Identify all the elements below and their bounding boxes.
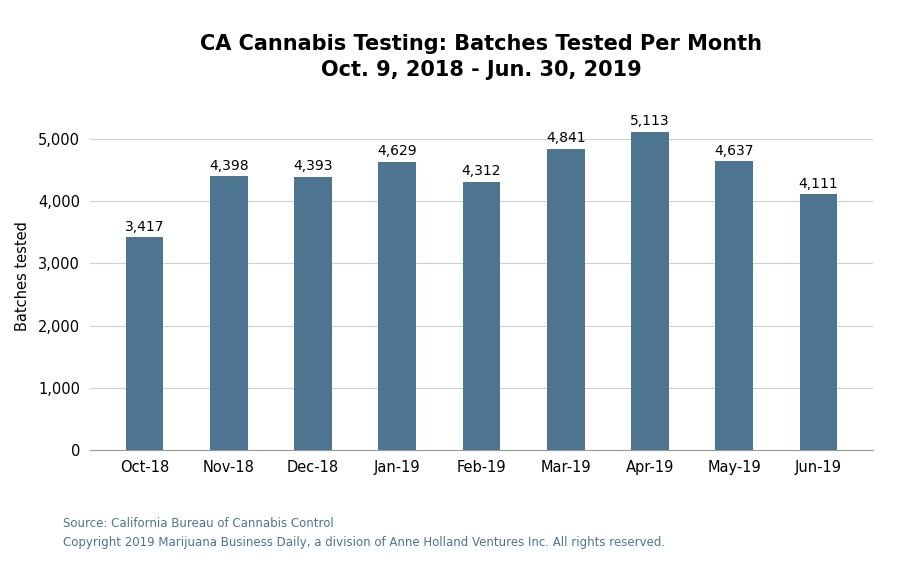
- Bar: [799, 194, 837, 450]
- Bar: [463, 182, 500, 450]
- Y-axis label: Batches tested: Batches tested: [14, 221, 30, 331]
- Bar: [716, 162, 753, 450]
- Text: 4,393: 4,393: [293, 159, 333, 173]
- Text: 4,312: 4,312: [462, 164, 501, 178]
- Text: 3,417: 3,417: [125, 220, 165, 234]
- Text: 4,111: 4,111: [798, 177, 838, 191]
- Bar: [631, 132, 669, 450]
- Title: CA Cannabis Testing: Batches Tested Per Month
Oct. 9, 2018 - Jun. 30, 2019: CA Cannabis Testing: Batches Tested Per …: [201, 34, 762, 81]
- Text: 4,841: 4,841: [546, 131, 586, 145]
- Bar: [547, 149, 585, 450]
- Bar: [210, 176, 248, 450]
- Text: 4,629: 4,629: [377, 145, 417, 158]
- Text: 4,637: 4,637: [715, 144, 754, 158]
- Bar: [294, 177, 332, 450]
- Text: Source: California Bureau of Cannabis Control
Copyright 2019 Marijuana Business : Source: California Bureau of Cannabis Co…: [63, 517, 665, 549]
- Bar: [126, 238, 164, 450]
- Text: 4,398: 4,398: [209, 159, 248, 173]
- Text: 5,113: 5,113: [630, 114, 670, 128]
- Bar: [378, 162, 416, 450]
